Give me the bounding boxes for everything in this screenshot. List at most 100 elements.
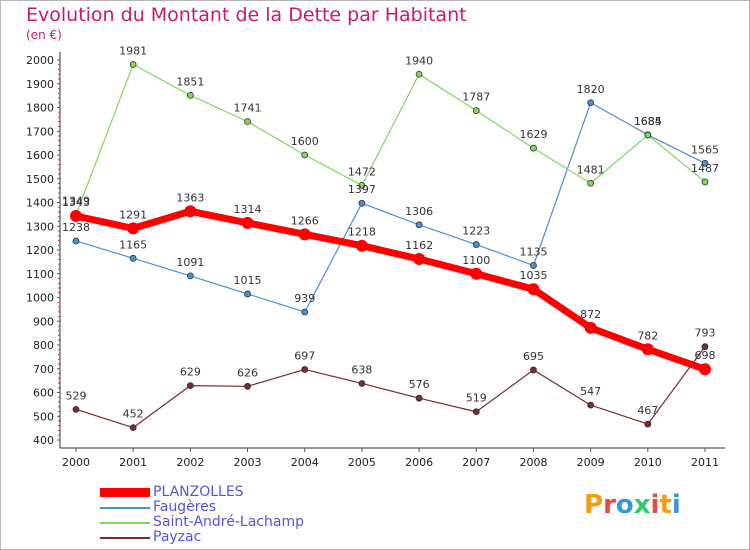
data-label: 467: [637, 404, 658, 417]
y-tick-label: 2000: [26, 54, 54, 67]
legend-swatch: [100, 507, 150, 509]
data-label: 1629: [519, 128, 547, 141]
y-tick-label: 1100: [26, 268, 54, 281]
data-point: [129, 61, 137, 68]
data-point: [413, 253, 426, 266]
data-label: 1135: [519, 245, 547, 258]
legend-swatch: [100, 537, 150, 539]
data-point: [701, 178, 709, 186]
data-point: [699, 363, 711, 376]
legend-label: Payzac: [153, 529, 202, 545]
proxiti-logo: Proxiti: [584, 490, 681, 520]
data-label: 1487: [691, 162, 719, 175]
data-label: 547: [580, 385, 601, 398]
data-label: 1787: [462, 91, 490, 104]
data-point: [641, 343, 654, 356]
data-point: [415, 394, 423, 402]
logo-letter: x: [633, 490, 651, 520]
data-point: [355, 239, 368, 252]
x-tick-label: 2001: [119, 456, 147, 469]
logo-letter: P: [584, 490, 604, 520]
data-label: 1015: [234, 274, 262, 287]
data-label: 1565: [691, 143, 719, 156]
data-point: [587, 99, 595, 107]
data-label: 626: [237, 366, 258, 379]
data-point: [472, 408, 480, 416]
data-point: [530, 366, 537, 374]
data-label: 939: [294, 292, 315, 305]
series-line-payzac: [75, 346, 706, 429]
y-tick-label: 700: [33, 363, 54, 376]
logo-letter: i: [671, 490, 681, 520]
chart-unit-label: (en €): [26, 28, 62, 42]
data-label: 1472: [348, 165, 376, 178]
x-tick-label: 2008: [519, 456, 547, 469]
data-point: [241, 216, 254, 229]
data-label: 1684: [634, 115, 662, 128]
data-label: 793: [695, 327, 716, 340]
data-point: [186, 382, 194, 390]
data-point: [301, 308, 309, 316]
x-tick-label: 2000: [62, 456, 90, 469]
legend-label: Saint-André-Lachamp: [153, 514, 304, 530]
data-label: 698: [695, 349, 716, 362]
data-label: 1981: [119, 45, 147, 58]
x-tick-label: 2002: [176, 456, 204, 469]
data-point: [472, 241, 480, 248]
data-point: [127, 222, 140, 235]
data-point: [530, 144, 537, 152]
data-point: [244, 290, 251, 298]
data-point: [584, 321, 597, 334]
data-point: [298, 228, 311, 241]
y-tick-label: 1700: [26, 125, 54, 138]
y-tick-label: 1300: [26, 220, 54, 233]
legend-label: Faugères: [153, 499, 217, 515]
series-line-faug-res: [75, 102, 706, 313]
data-point: [701, 343, 709, 351]
y-tick-label: 500: [33, 410, 54, 423]
data-point: [186, 91, 194, 99]
data-label: 529: [66, 389, 87, 402]
data-point: [415, 70, 423, 78]
logo-letter: o: [615, 490, 634, 520]
y-tick-label: 1800: [26, 102, 54, 115]
data-label: 1349: [62, 195, 90, 208]
data-point: [244, 118, 251, 125]
legend-swatch: [100, 488, 150, 497]
y-tick-label: 1400: [26, 197, 54, 210]
logo-letter: r: [603, 490, 616, 520]
data-label: 782: [637, 329, 658, 342]
data-label: 872: [580, 308, 601, 321]
data-label: 697: [294, 349, 315, 362]
x-tick-label: 2009: [577, 456, 605, 469]
data-point: [358, 199, 366, 207]
x-tick-label: 2011: [691, 456, 719, 469]
data-label: 1820: [577, 83, 605, 96]
x-tick-label: 2003: [234, 456, 262, 469]
data-label: 629: [180, 366, 201, 379]
x-tick-label: 2005: [348, 456, 376, 469]
logo-letter: t: [659, 490, 672, 520]
y-tick-label: 400: [33, 434, 54, 447]
data-point: [301, 366, 309, 373]
data-point: [527, 283, 540, 296]
data-label: 1162: [405, 239, 433, 252]
data-label: 1165: [119, 238, 147, 251]
data-point: [70, 210, 82, 223]
data-point: [701, 159, 709, 167]
y-tick-label: 1900: [26, 78, 54, 91]
data-label: 1306: [405, 205, 433, 218]
data-label: 1035: [519, 269, 547, 282]
data-label: 519: [466, 392, 487, 405]
data-label: 1343: [62, 196, 90, 209]
y-tick-label: 1500: [26, 173, 54, 186]
data-label: 1363: [176, 191, 204, 204]
y-tick-label: 900: [33, 315, 54, 328]
y-tick-label: 600: [33, 387, 54, 400]
y-tick-label: 1200: [26, 244, 54, 257]
data-label: 1091: [176, 256, 204, 269]
logo-letter: i: [650, 490, 660, 520]
x-tick-label: 2006: [405, 456, 433, 469]
series-line-planzolles: [72, 207, 709, 373]
